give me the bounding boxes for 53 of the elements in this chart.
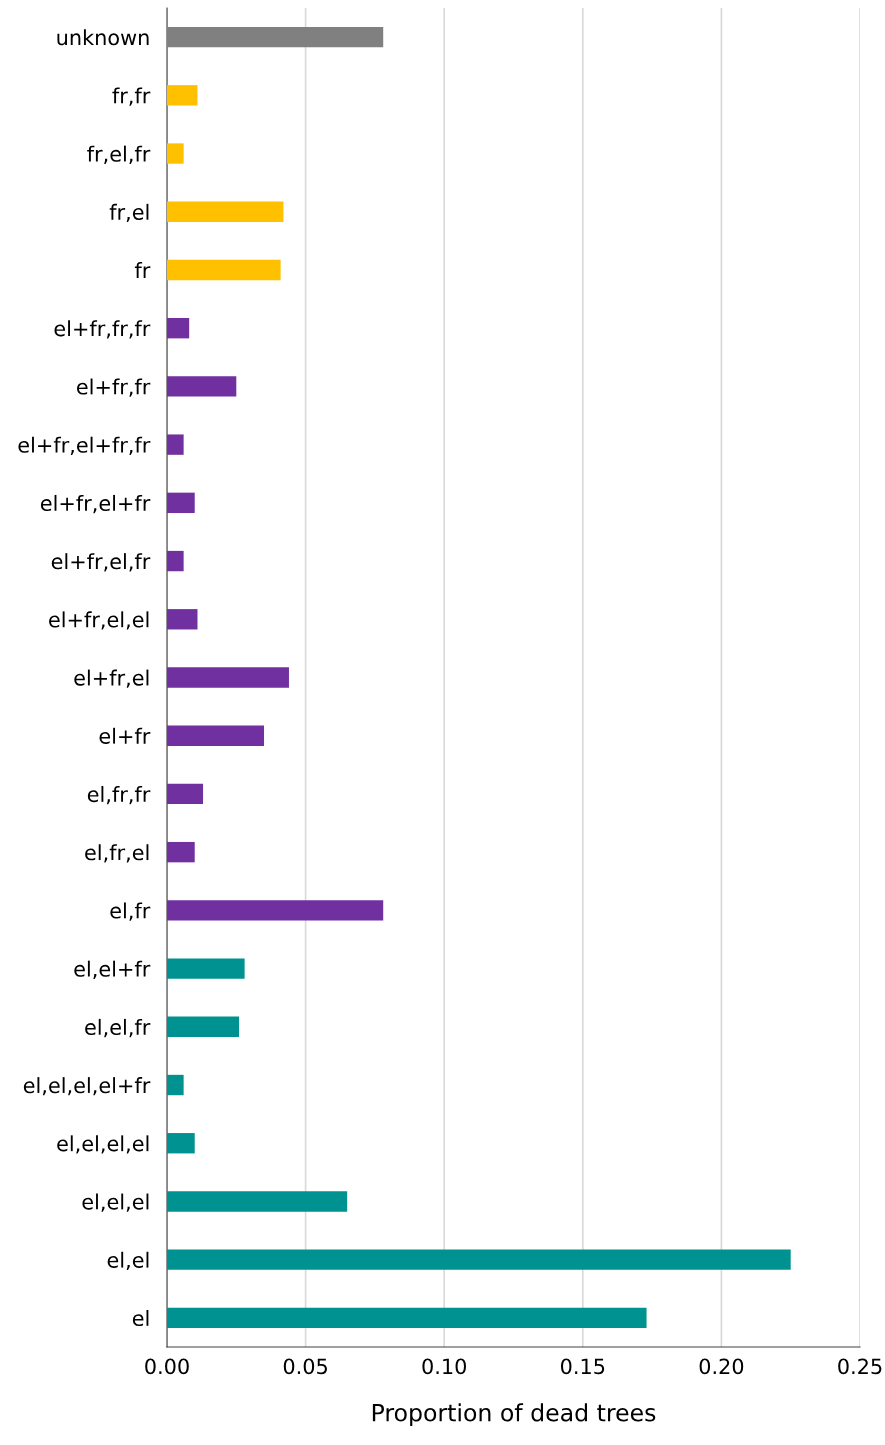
y-tick-label: el+fr,el+fr,fr xyxy=(18,436,151,455)
bar xyxy=(167,143,184,164)
y-tick-label: unknown xyxy=(57,29,149,46)
y-tick-label: el,el xyxy=(107,1251,149,1271)
bar xyxy=(167,26,384,48)
bar xyxy=(167,434,184,455)
bar xyxy=(167,1133,195,1154)
bar xyxy=(167,550,184,572)
x-tick-label: 0.20 xyxy=(699,1358,744,1375)
y-tick-label: el,el+fr xyxy=(74,960,151,979)
bar xyxy=(167,1016,240,1037)
y-tick-label: el+fr,el,el xyxy=(49,611,149,630)
y-tick-label: el+fr,fr,fr xyxy=(54,320,151,339)
y-tick-label: el,fr,el xyxy=(85,844,149,863)
x-tick-label: 0.00 xyxy=(145,1358,189,1375)
y-tick-label: fr,el,fr xyxy=(87,145,151,164)
y-tick-label: el,el,el xyxy=(82,1193,149,1212)
bar xyxy=(167,1249,791,1270)
y-tick-label: el+fr,el+fr xyxy=(40,494,151,514)
bar xyxy=(167,492,195,514)
y-tick-label: el+fr xyxy=(99,727,151,744)
y-tick-label: el xyxy=(132,1309,149,1327)
bar xyxy=(167,1074,184,1096)
bar xyxy=(167,318,190,339)
x-tick-label: 0.05 xyxy=(283,1358,327,1375)
x-axis-title: Proportion of dead trees xyxy=(372,1403,656,1427)
bar xyxy=(167,783,204,805)
bar xyxy=(167,667,289,688)
y-tick-label: el+fr,el,fr xyxy=(51,553,151,572)
x-tick-label: 0.15 xyxy=(560,1358,605,1375)
bar xyxy=(167,376,237,397)
bar xyxy=(167,201,284,222)
y-tick-label: el,el,el,el+fr xyxy=(23,1077,151,1096)
y-tick-label: fr,fr xyxy=(112,87,151,106)
bar xyxy=(167,259,281,281)
y-tick-label: el,el,el,el xyxy=(57,1135,149,1154)
bar xyxy=(167,85,198,106)
bar xyxy=(167,841,195,863)
y-tick-label: el,el,fr xyxy=(85,1018,151,1038)
bar xyxy=(167,1191,348,1212)
x-tick-label: 0.10 xyxy=(422,1358,467,1375)
bar xyxy=(167,725,265,746)
bar xyxy=(167,958,245,979)
x-tick-label: 0.25 xyxy=(838,1358,882,1375)
bar xyxy=(167,609,198,630)
y-tick-label: fr,el xyxy=(109,203,149,223)
y-tick-label: el+fr,el xyxy=(74,669,149,688)
y-tick-label: fr xyxy=(134,262,151,278)
y-tick-label: el,fr xyxy=(110,902,151,921)
y-tick-label: el,fr,fr xyxy=(87,786,151,805)
bar xyxy=(167,900,384,921)
y-tick-label: el+fr,fr xyxy=(77,378,151,397)
bar xyxy=(167,1307,647,1329)
